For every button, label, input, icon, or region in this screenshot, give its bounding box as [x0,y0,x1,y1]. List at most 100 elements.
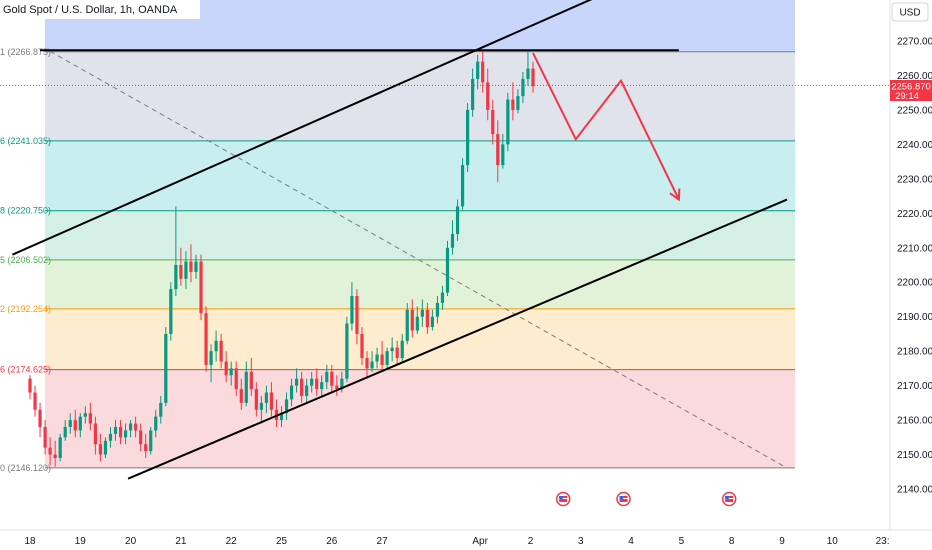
currency-button-label[interactable]: USD [899,8,920,19]
us-flag-icon[interactable] [721,491,737,507]
candle-body [450,233,455,248]
candle-body [58,437,62,458]
time-tick-label: 20 [125,536,137,547]
candle-body [204,313,208,365]
candle-body [310,378,314,386]
time-tick-label: 3 [578,536,584,547]
price-tick-label: 2270.000 [897,37,932,48]
economic-events[interactable] [555,491,737,507]
candle-body [400,340,404,359]
candle-body [405,309,409,341]
candle-body [335,385,339,390]
candle-body [415,316,419,331]
candle-body [254,389,258,410]
fib-band [45,308,795,370]
candle-body [501,144,505,166]
candle-body [88,413,92,424]
candle-body [345,323,349,379]
candle-body [385,351,389,365]
candle-body [78,416,82,431]
candle-body [365,358,369,369]
candle-body [118,426,123,438]
fib-level-label: 6 (2174.625) [0,365,51,375]
candle-body [93,423,97,445]
forecast-arrowhead [669,188,681,202]
us-flag-icon[interactable] [616,491,631,507]
candle-body [350,296,354,324]
time-axis-labels: 18 19 20 21 22 25 26 27 Apr 2 3 4 5 8 9 10 23: [24,536,889,547]
candle-body [43,426,47,448]
candle-body [53,454,57,458]
candle-body [289,385,294,400]
candle-body [68,420,72,427]
candle-body [315,378,319,390]
candle-body [38,409,42,427]
time-tick-label: 8 [729,536,735,547]
currency-button[interactable] [891,2,929,22]
fib-level-label: 0 (2146.120) [0,463,51,473]
price-tick-label: 2240.000 [897,140,932,151]
price-tick-label: 2170.000 [897,381,932,392]
fib-diagonal-dashed-line [49,50,785,468]
candle-body [395,347,399,359]
candlestick-series [28,51,535,467]
price-tick-label: 2220.000 [897,209,932,220]
title-background [0,0,200,19]
time-tick-label: 25 [276,536,288,547]
fib-level-label: 2 (2192.254) [0,304,51,314]
candle-body [108,433,113,441]
candle-body [491,109,495,135]
candle-body [445,247,450,293]
candle-body [294,378,299,386]
candle-body [360,333,364,359]
price-tick-label: 2260.000 [897,71,932,82]
bar-countdown: 29:14 [895,91,919,102]
us-flag-icon[interactable] [555,491,571,507]
candle-body [340,378,344,390]
candle-body [370,361,374,369]
candle-body [330,371,334,386]
candle-body [531,68,535,87]
price-tick-label: 2250.000 [897,105,932,116]
time-tick-label: 10 [827,536,839,547]
time-tick-label: 22 [226,536,238,547]
time-tick-label: 2 [528,536,534,547]
candle-body [486,82,490,110]
candle-body [103,440,108,455]
candle-body [440,292,445,303]
candle-body [264,392,269,403]
flag-stripe-white [725,498,734,499]
trendline[interactable] [11,0,598,256]
candle-body [521,78,525,97]
chart-title: Gold Spot / U.S. Dollar, 1h, OANDA [3,4,178,16]
trendlines[interactable] [11,0,788,480]
candle-body [390,347,394,352]
candle-body [219,340,223,362]
fib-level-label: 5 (2206.502) [0,255,51,265]
trendline[interactable] [127,198,788,480]
candle-body [496,134,500,166]
forecast-path[interactable] [532,52,680,200]
price-tick-label: 2210.000 [897,243,932,254]
candle-body [113,426,118,434]
price-tick-label: 2230.000 [897,174,932,185]
flag-stripe-white [619,498,628,499]
time-tick-label: 9 [779,536,785,547]
candle-body [154,416,158,431]
candle-body [214,340,218,352]
time-tick-label: Apr [472,536,488,547]
candle-body [476,61,480,79]
candle-body [259,402,263,410]
fib-band [45,259,795,309]
price-tick-label: 2160.000 [897,416,932,427]
fib-level-label: 1 (2266.875) [0,47,51,57]
candle-body [380,354,384,365]
candle-body [224,361,228,376]
fib-band [45,369,795,468]
time-tick-label: 26 [326,536,338,547]
time-axis[interactable] [0,530,932,550]
candle-body [73,420,77,431]
price-tick-label: 2190.000 [897,312,932,323]
fib-level-label: 6 (2241.035) [0,136,51,146]
